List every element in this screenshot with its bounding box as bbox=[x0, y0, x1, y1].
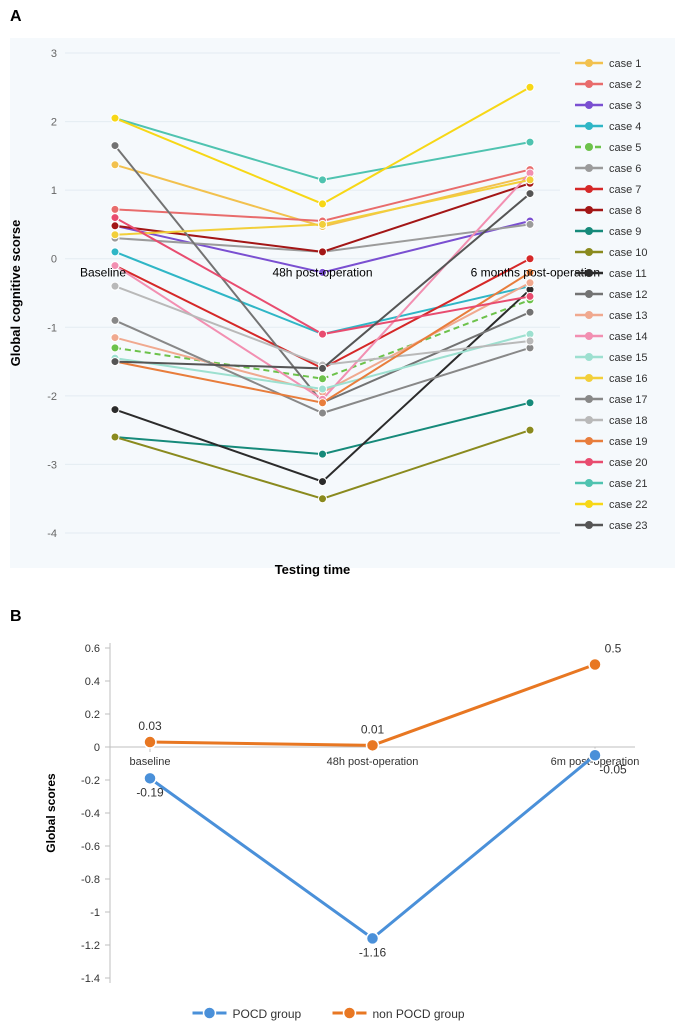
svg-text:case 2: case 2 bbox=[609, 79, 641, 91]
svg-text:0: 0 bbox=[51, 254, 57, 266]
svg-text:case 19: case 19 bbox=[609, 436, 648, 448]
svg-text:baseline: baseline bbox=[130, 756, 171, 768]
svg-text:case 16: case 16 bbox=[609, 373, 648, 385]
svg-text:case 12: case 12 bbox=[609, 289, 648, 301]
svg-text:-0.05: -0.05 bbox=[599, 762, 627, 776]
panel-a-chart: -4-3-2-10123Baseline48h post-operation6 … bbox=[0, 28, 685, 588]
svg-text:POCD group: POCD group bbox=[233, 1007, 302, 1021]
svg-text:case 4: case 4 bbox=[609, 121, 641, 133]
svg-text:case 10: case 10 bbox=[609, 247, 648, 259]
panel-b-label: B bbox=[0, 588, 685, 628]
svg-text:0.6: 0.6 bbox=[85, 643, 100, 655]
svg-text:case 20: case 20 bbox=[609, 457, 648, 469]
svg-text:Testing time: Testing time bbox=[275, 562, 351, 577]
svg-text:2: 2 bbox=[51, 117, 57, 129]
svg-text:-0.6: -0.6 bbox=[81, 841, 100, 853]
svg-text:case 5: case 5 bbox=[609, 142, 641, 154]
svg-text:case 21: case 21 bbox=[609, 478, 648, 490]
svg-text:0.01: 0.01 bbox=[361, 722, 385, 736]
svg-text:0.5: 0.5 bbox=[605, 642, 622, 656]
svg-text:case 18: case 18 bbox=[609, 415, 648, 427]
svg-text:case 3: case 3 bbox=[609, 100, 641, 112]
svg-text:Baseline: Baseline bbox=[80, 266, 126, 280]
svg-text:case 22: case 22 bbox=[609, 499, 648, 511]
svg-text:case 23: case 23 bbox=[609, 520, 648, 532]
svg-text:0: 0 bbox=[94, 742, 100, 754]
panel-b-chart: 0.6 0.4 0.2 0 -0.2 -0.4 -0.6 -0.8 -1 -1.2 -1.4 base… bbox=[0, 628, 685, 1028]
svg-text:48h post-operation: 48h post-operation bbox=[272, 266, 372, 280]
svg-text:-1.16: -1.16 bbox=[359, 945, 387, 959]
svg-text:-0.8: -0.8 bbox=[81, 874, 100, 886]
svg-text:case 17: case 17 bbox=[609, 394, 648, 406]
svg-text:-1: -1 bbox=[47, 322, 57, 334]
svg-text:0.4: 0.4 bbox=[85, 676, 100, 688]
svg-text:-4: -4 bbox=[47, 528, 57, 540]
svg-text:Global cognitive scorse: Global cognitive scorse bbox=[8, 220, 23, 367]
svg-text:case 8: case 8 bbox=[609, 205, 641, 217]
svg-text:case 7: case 7 bbox=[609, 184, 641, 196]
svg-text:case 1: case 1 bbox=[609, 58, 641, 70]
svg-text:non POCD group: non POCD group bbox=[373, 1007, 465, 1021]
svg-text:-2: -2 bbox=[47, 391, 57, 403]
svg-text:case 9: case 9 bbox=[609, 226, 641, 238]
svg-text:-1.2: -1.2 bbox=[81, 940, 100, 952]
svg-text:-0.2: -0.2 bbox=[81, 775, 100, 787]
svg-text:case 14: case 14 bbox=[609, 331, 648, 343]
svg-text:0.2: 0.2 bbox=[85, 709, 100, 721]
svg-text:case 15: case 15 bbox=[609, 352, 648, 364]
svg-text:0.03: 0.03 bbox=[138, 719, 162, 733]
svg-text:-3: -3 bbox=[47, 459, 57, 471]
svg-text:48h post-operation: 48h post-operation bbox=[327, 756, 419, 768]
svg-text:case 13: case 13 bbox=[609, 310, 648, 322]
svg-text:-1: -1 bbox=[90, 907, 100, 919]
svg-text:-0.19: -0.19 bbox=[136, 785, 164, 799]
svg-text:1: 1 bbox=[51, 185, 57, 197]
svg-text:case 11: case 11 bbox=[609, 268, 647, 280]
panel-a-label: A bbox=[0, 0, 685, 28]
svg-text:-0.4: -0.4 bbox=[81, 808, 100, 820]
svg-text:3: 3 bbox=[51, 48, 57, 60]
svg-text:-1.4: -1.4 bbox=[81, 973, 100, 985]
svg-text:Global scores: Global scores bbox=[44, 773, 58, 853]
svg-text:case 6: case 6 bbox=[609, 163, 641, 175]
